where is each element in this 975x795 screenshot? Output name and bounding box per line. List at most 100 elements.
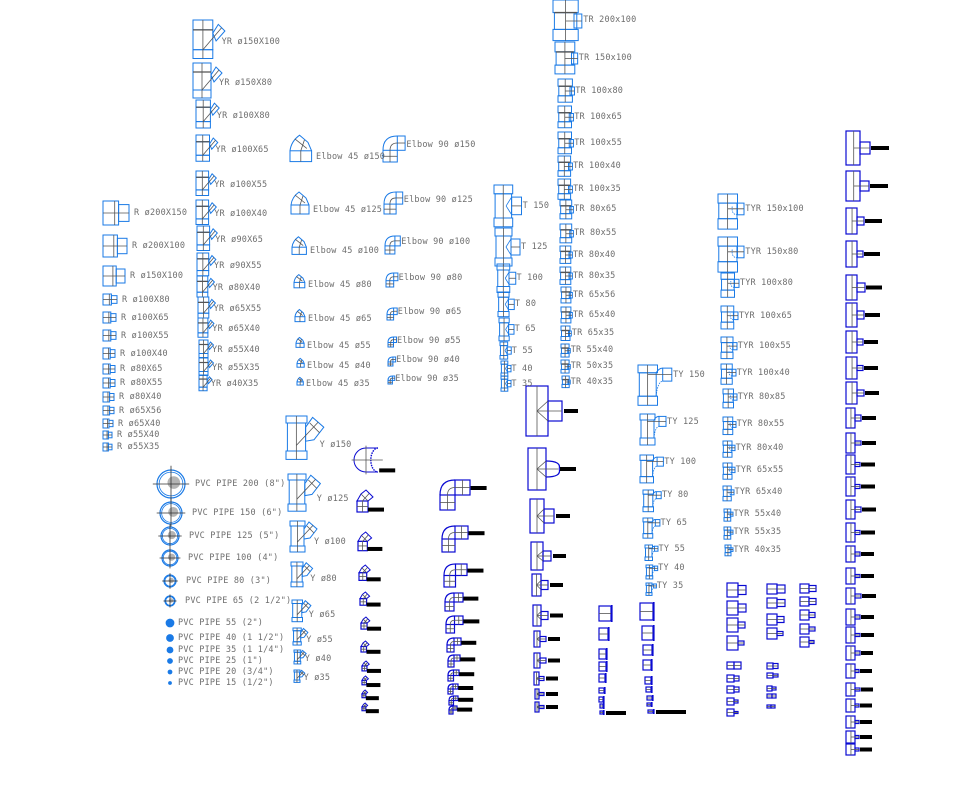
pvc-pipe-label: PVC PIPE 20 (3/4") [178, 667, 274, 677]
wye-label: Y ø65 [308, 609, 336, 620]
pvc-pipe-section-symbol [168, 681, 172, 685]
section-reducer-symbol [799, 636, 815, 648]
elbow-45-symbol [291, 236, 307, 255]
tee-reducer-symbol [561, 375, 571, 389]
section-reducer-symbol [799, 623, 816, 635]
pvc-pipe-label: PVC PIPE 25 (1") [178, 656, 264, 666]
pvc-pipe-label: PVC PIPE 80 (3") [186, 576, 272, 586]
reducer-label: R ø150X100 [130, 271, 184, 281]
tee-symbol [494, 227, 521, 267]
elbow-90-label: Elbow 90 ø65 [397, 307, 462, 318]
elbow-45-label: Elbow 45 ø40 [307, 360, 371, 371]
wye-symbol [292, 627, 309, 646]
wye-reducer-symbol [198, 374, 213, 392]
section-branch-tee-symbol [845, 682, 873, 697]
reducer-label: R ø65X40 [118, 418, 161, 429]
section-tee-symbol [525, 385, 578, 437]
section-tee-symbol [531, 573, 563, 597]
section-cap-symbol [598, 648, 608, 660]
tyr-label: TYR 55x35 [733, 527, 782, 538]
tee-reducer-symbol [559, 199, 574, 220]
section-cap-symbol [645, 686, 653, 693]
tyr-label: TYR 40x35 [733, 544, 782, 555]
wye-label: Y ø55 [306, 634, 333, 645]
tee-reducer-label: TR 65x35 [571, 328, 615, 339]
reducer-label: R ø55X35 [117, 442, 160, 452]
wye-reducer-symbol [195, 199, 217, 225]
section-branch-tee-symbol [845, 743, 872, 756]
section-branch-tee-symbol [845, 476, 875, 497]
section-reducer-symbol [726, 661, 742, 670]
tee-reducer-symbol [557, 155, 573, 177]
section-reducer-symbol [766, 597, 786, 609]
section-cap-symbol [641, 625, 655, 641]
section-reducer-symbol [726, 708, 739, 717]
tee-reducer-label: TR 100x40 [573, 161, 621, 172]
elbow-90-symbol [386, 307, 398, 321]
tee-reducer-symbol [560, 306, 573, 324]
section-branch-tee-symbol [845, 407, 876, 429]
elbow-90-label: Elbow 90 ø150 [406, 140, 476, 151]
tee-reducer-label: TR 100x65 [574, 111, 623, 122]
pvc-pipe-section-symbol [152, 465, 190, 503]
section-branch-tee-symbol [845, 240, 880, 268]
wye-reducer-symbol [198, 339, 215, 358]
elbow-45-symbol [296, 357, 305, 368]
elbow-90-label: Elbow 90 ø100 [401, 237, 471, 248]
section-branch-tee-symbol [845, 130, 889, 166]
section-reducer-symbol [726, 674, 740, 683]
section-tee-symbol [530, 541, 566, 571]
wye-reducer-label: YR ø100X80 [216, 111, 270, 121]
section-elbow-90-symbol [445, 615, 480, 634]
section-elbow-90-symbol [448, 705, 473, 715]
section-reducer-symbol [799, 583, 817, 594]
section-elbow-45-symbol [356, 489, 384, 513]
tee-symbol [500, 375, 512, 392]
section-elbow-90-symbol [447, 669, 475, 682]
elbow-45-label: Elbow 45 ø80 [308, 280, 372, 291]
section-elbow-90-symbol [448, 695, 474, 706]
tyr-symbol [720, 336, 738, 360]
section-tee-symbol [527, 447, 576, 491]
section-branch-tee-symbol [845, 626, 874, 644]
section-reducer-symbol [766, 662, 779, 670]
section-elbow-45-symbol [361, 702, 379, 714]
section-cap-symbol [639, 602, 655, 621]
tyr-label: TYR 55x40 [733, 509, 782, 520]
section-tee-symbol [533, 671, 558, 686]
elbow-90-label: Elbow 90 ø125 [403, 194, 473, 205]
wye-reducer-label: YR ø80X40 [212, 283, 261, 293]
reducer-label: R ø80X55 [120, 378, 163, 388]
tee-reducer-symbol [560, 286, 573, 304]
wye-reducer-label: YR ø90X55 [213, 261, 262, 271]
reducer-label: R ø100X65 [121, 312, 169, 323]
tee-wye-symbol [642, 517, 661, 539]
reducer-symbol [102, 234, 128, 258]
elbow-45-label: Elbow 45 ø35 [306, 378, 370, 389]
wye-reducer-symbol [195, 99, 220, 129]
wye-reducer-symbol [192, 62, 223, 99]
section-branch-tee-symbol [845, 715, 872, 729]
section-elbow-90-symbol [446, 637, 477, 653]
elbow-90-label: Elbow 90 ø80 [398, 272, 463, 283]
elbow-90-symbol [382, 135, 406, 163]
reducer-symbol [102, 311, 117, 324]
tee-symbol [496, 263, 517, 293]
tee-reducer-label: TR 55x40 [570, 345, 614, 356]
tee-wye-label: TY 80 [661, 490, 689, 501]
tyr-symbol [722, 485, 735, 502]
tee-reducer-label: TR 100x55 [574, 137, 623, 148]
section-tee-symbol [533, 630, 560, 648]
elbow-45-symbol [296, 376, 304, 386]
tyr-label: TYR 100x80 [739, 278, 794, 289]
wye-reducer-label: YR ø65X55 [213, 304, 262, 314]
tee-wye-label: TY 40 [658, 563, 685, 574]
wye-symbol [289, 520, 318, 553]
pvc-pipe-label: PVC PIPE 125 (5") [189, 531, 280, 541]
reducer-label: R ø65X56 [119, 405, 162, 416]
pvc-pipe-section-symbol [159, 547, 181, 569]
reducer-symbol [102, 391, 115, 403]
section-cap-symbol [598, 605, 613, 622]
elbow-45-symbol [294, 308, 306, 323]
tee-wye-label: TY 125 [667, 416, 699, 427]
